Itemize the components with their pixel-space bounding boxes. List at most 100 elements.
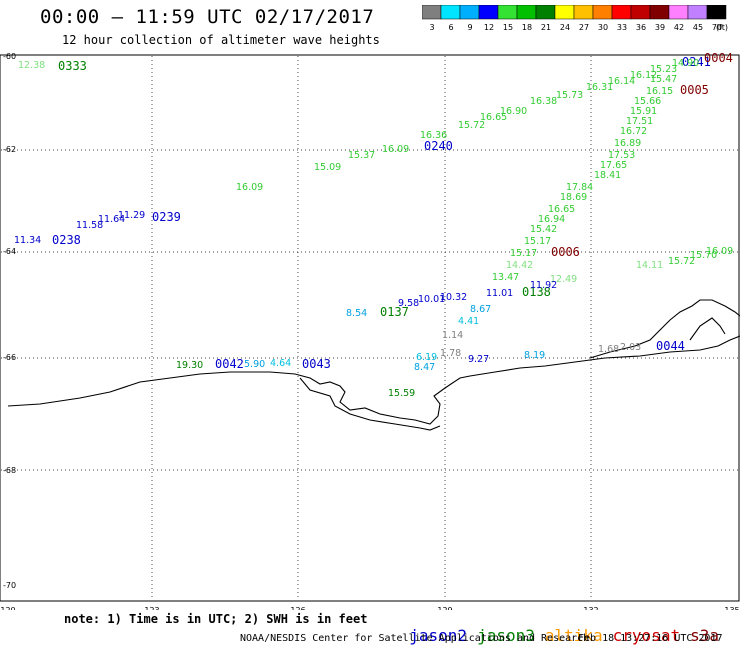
lat-tick: -60 xyxy=(3,52,16,61)
wave-height-value: 15.37 xyxy=(348,150,375,161)
wave-height-value: 10.01 xyxy=(418,294,445,305)
wave-height-value: 16.94 xyxy=(538,214,565,225)
legend-cryosat: cryosat xyxy=(612,626,681,645)
wave-height-value: 5.90 xyxy=(244,359,265,370)
wave-height-value: 15.73 xyxy=(556,90,583,101)
wave-height-value: 8.67 xyxy=(470,304,491,315)
track-id-label: 0004 xyxy=(704,51,733,65)
wave-height-value: 16.38 xyxy=(530,96,557,107)
wave-height-value: 9.58 xyxy=(398,298,419,309)
wave-height-value: 17.53 xyxy=(608,150,635,161)
wave-height-value: 16.65 xyxy=(480,112,507,123)
colorbar-label: 12 xyxy=(484,23,494,32)
lon-tick: 126 xyxy=(290,606,305,610)
colorbar-label: 33 xyxy=(617,23,627,32)
wave-height-value: 16.36 xyxy=(420,130,447,141)
color-scale-bar: 3 6 9 12 15 18 21 24 27 30 33 36 39 42 45 70(ft) xyxy=(422,5,728,32)
wave-height-value: 11.34 xyxy=(14,235,41,246)
wave-height-value: 16.09 xyxy=(382,144,409,155)
coastline-east xyxy=(589,299,740,359)
wave-height-value: 15.17 xyxy=(510,248,537,259)
lat-tick: -66 xyxy=(3,353,16,362)
wave-height-value: 15.70 xyxy=(690,250,717,261)
wave-height-value: 14.42 xyxy=(506,260,533,271)
colorbar-label: 45 xyxy=(693,23,703,32)
wave-height-value: 12.38 xyxy=(18,60,45,71)
wave-height-value: 16.65 xyxy=(548,204,575,215)
lon-tick: 123 xyxy=(144,606,159,610)
colorbar-label: 36 xyxy=(636,23,646,32)
coastline xyxy=(7,335,740,425)
wave-height-value: 11.92 xyxy=(530,280,557,291)
page-title: 00:00 – 11:59 UTC 02/17/2017 xyxy=(40,6,375,28)
wave-height-value: 16.90 xyxy=(500,106,527,117)
footnote: note: 1) Time is in UTC; 2) SWH is in fe… xyxy=(64,612,368,626)
lon-tick: 129 xyxy=(437,606,452,610)
wave-height-value: 15.47 xyxy=(650,74,677,85)
axis-ticks: 120 123 126 129 132 135 -60 -62 -64 -66 -68 -70 xyxy=(0,52,739,610)
colorbar-label: 27 xyxy=(579,23,589,32)
colorbar-label: 9 xyxy=(467,23,472,32)
lat-tick: -64 xyxy=(3,247,16,256)
wave-height-value: 16.14 xyxy=(608,76,635,87)
wave-height-value: 17.84 xyxy=(566,182,593,193)
colorbar-label: 3 xyxy=(429,23,434,32)
wave-height-value: 1.68 xyxy=(598,344,619,355)
wave-height-value: 8.19 xyxy=(524,350,545,361)
track-id-label: 0137 xyxy=(380,305,409,319)
colorbar-label: 24 xyxy=(560,23,570,32)
legend-altika: altika xyxy=(544,626,603,645)
lon-tick: 132 xyxy=(583,606,598,610)
lat-tick: -68 xyxy=(3,466,16,475)
wave-height-value: 15.17 xyxy=(524,236,551,247)
credit-text: NOAA/NESDIS Center for Satellite Applica… xyxy=(240,633,590,644)
wave-height-value: 15.72 xyxy=(458,120,485,131)
wave-height-value: 10.32 xyxy=(440,292,467,303)
colorbar-label: 18 xyxy=(522,23,532,32)
wave-height-value: 16.72 xyxy=(620,126,647,137)
wave-height-value: 12.49 xyxy=(550,274,577,285)
lat-lon-grid xyxy=(1,56,738,600)
track-id-label: 0138 xyxy=(522,285,551,299)
wave-height-value: 16.89 xyxy=(614,138,641,149)
wave-height-value: 4.64 xyxy=(270,358,291,369)
wave-height-value: 16.09 xyxy=(706,246,733,257)
colorbar-unit: (ft) xyxy=(716,23,728,32)
wave-height-value: 15.66 xyxy=(634,96,661,107)
colorbar-label: 42 xyxy=(674,23,684,32)
wave-height-value: 6.19 xyxy=(416,352,437,363)
colorbar-label: 39 xyxy=(655,23,665,32)
track-id-label: 0240 xyxy=(424,139,453,153)
wave-height-value: 8.54 xyxy=(346,308,367,319)
wave-height-value: 18.41 xyxy=(594,170,621,181)
wave-height-value: 17.65 xyxy=(600,160,627,171)
wave-height-value: 1.78 xyxy=(440,348,461,359)
wave-height-value: 15.91 xyxy=(630,106,657,117)
track-id-label: 0043 xyxy=(302,357,331,371)
lon-tick: 120 xyxy=(0,606,15,610)
wave-height-value: 18.69 xyxy=(560,192,587,203)
timestamp: Feb 18 13:27:16 UTC 2017 xyxy=(578,633,723,644)
satellite-legend: jason2 jason3 altika cryosat s3a xyxy=(390,607,729,645)
coastline-east-2 xyxy=(689,317,726,341)
track-id-label: 0044 xyxy=(656,339,685,353)
wave-height-value: 15.09 xyxy=(314,162,341,173)
colorbar-swatch xyxy=(706,5,727,20)
wave-height-value: 15.72 xyxy=(668,256,695,267)
wave-height-value: 2.03 xyxy=(620,342,641,353)
map-frame xyxy=(0,54,740,602)
track-id-label: 0006 xyxy=(551,245,580,259)
legend-jason2: jason2 xyxy=(409,626,468,645)
wave-height-value: 9.27 xyxy=(468,354,489,365)
wave-height-value: 17.51 xyxy=(626,116,653,127)
track-id-label: 0333 xyxy=(58,59,87,73)
wave-height-value: 14.11 xyxy=(636,260,663,271)
wave-height-value: 14.90 xyxy=(672,58,699,69)
wave-height-value: 15.23 xyxy=(650,64,677,75)
track-id-label: 0238 xyxy=(52,233,81,247)
colorbar-label: 30 xyxy=(598,23,608,32)
track-id-label: 0042 xyxy=(215,357,244,371)
